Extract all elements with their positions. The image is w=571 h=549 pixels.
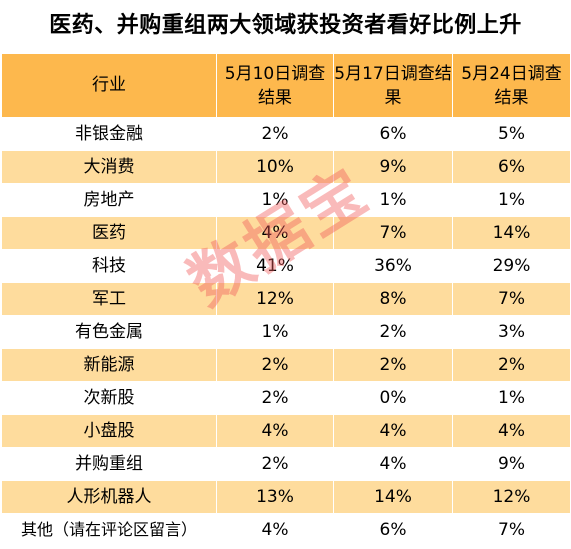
table-row: 人形机器人 13% 14% 12% xyxy=(1,480,571,514)
page-title: 医药、并购重组两大领域获投资者看好比例上升 xyxy=(49,13,522,38)
value-cell: 14% xyxy=(333,480,453,514)
table-row: 次新股 2% 0% 1% xyxy=(1,381,571,415)
industry-cell: 并购重组 xyxy=(1,447,217,481)
value-cell: 1% xyxy=(216,315,334,349)
industry-cell: 其他（请在评论区留言） xyxy=(1,513,217,547)
value-cell: 2% xyxy=(333,315,453,349)
value-cell: 4% xyxy=(333,414,453,448)
industry-cell: 军工 xyxy=(1,282,217,316)
value-cell: 2% xyxy=(216,348,334,382)
value-cell: 7% xyxy=(452,282,571,316)
value-cell: 12% xyxy=(216,282,334,316)
industry-cell: 次新股 xyxy=(1,381,217,415)
value-cell: 12% xyxy=(452,480,571,514)
value-cell: 6% xyxy=(333,117,453,151)
table-row: 房地产 1% 1% 1% xyxy=(1,183,571,217)
value-cell: 14% xyxy=(452,216,571,250)
value-cell: 1% xyxy=(333,183,453,217)
value-cell: 2% xyxy=(216,381,334,415)
value-cell: 10% xyxy=(216,150,334,184)
value-cell: 2% xyxy=(452,348,571,382)
value-cell: 2% xyxy=(333,348,453,382)
value-cell: 4% xyxy=(216,513,334,547)
table-row: 新能源 2% 2% 2% xyxy=(1,348,571,382)
column-header-may17: 5月17日调查结果 xyxy=(333,53,453,118)
value-cell: 1% xyxy=(452,381,571,415)
value-cell: 5% xyxy=(452,117,571,151)
table-row: 军工 12% 8% 7% xyxy=(1,282,571,316)
value-cell: 2% xyxy=(216,447,334,481)
survey-table: 行业 5月10日调查结果 5月17日调查结果 5月24日调查结果 非银金融 2% 6… xyxy=(1,53,571,547)
value-cell: 4% xyxy=(333,447,453,481)
value-cell: 6% xyxy=(333,513,453,547)
value-cell: 2% xyxy=(216,117,334,151)
value-cell: 4% xyxy=(452,414,571,448)
industry-cell: 科技 xyxy=(1,249,217,283)
industry-cell: 新能源 xyxy=(1,348,217,382)
table-row: 大消费 10% 9% 6% xyxy=(1,150,571,184)
value-cell: 0% xyxy=(333,381,453,415)
value-cell: 3% xyxy=(452,315,571,349)
value-cell: 9% xyxy=(452,447,571,481)
table-row: 非银金融 2% 6% 5% xyxy=(1,117,571,151)
value-cell: 8% xyxy=(333,282,453,316)
value-cell: 4% xyxy=(216,216,334,250)
industry-cell: 非银金融 xyxy=(1,117,217,151)
value-cell: 1% xyxy=(216,183,334,217)
column-header-may10: 5月10日调查结果 xyxy=(216,53,334,118)
table-row: 并购重组 2% 4% 9% xyxy=(1,447,571,481)
industry-cell: 房地产 xyxy=(1,183,217,217)
industry-cell: 有色金属 xyxy=(1,315,217,349)
value-cell: 41% xyxy=(216,249,334,283)
value-cell: 36% xyxy=(333,249,453,283)
column-header-industry: 行业 xyxy=(1,53,217,118)
industry-cell: 医药 xyxy=(1,216,217,250)
value-cell: 29% xyxy=(452,249,571,283)
table-row: 有色金属 1% 2% 3% xyxy=(1,315,571,349)
table-header-row: 行业 5月10日调查结果 5月17日调查结果 5月24日调查结果 xyxy=(1,53,571,118)
industry-cell: 大消费 xyxy=(1,150,217,184)
value-cell: 9% xyxy=(333,150,453,184)
value-cell: 4% xyxy=(216,414,334,448)
value-cell: 13% xyxy=(216,480,334,514)
table-row: 医药 4% 7% 14% xyxy=(1,216,571,250)
value-cell: 6% xyxy=(452,150,571,184)
industry-cell: 小盘股 xyxy=(1,414,217,448)
value-cell: 7% xyxy=(452,513,571,547)
value-cell: 7% xyxy=(333,216,453,250)
table-row: 其他（请在评论区留言） 4% 6% 7% xyxy=(1,513,571,547)
industry-cell: 人形机器人 xyxy=(1,480,217,514)
value-cell: 1% xyxy=(452,183,571,217)
table-row: 小盘股 4% 4% 4% xyxy=(1,414,571,448)
column-header-may24: 5月24日调查结果 xyxy=(452,53,571,118)
table-row: 科技 41% 36% 29% xyxy=(1,249,571,283)
